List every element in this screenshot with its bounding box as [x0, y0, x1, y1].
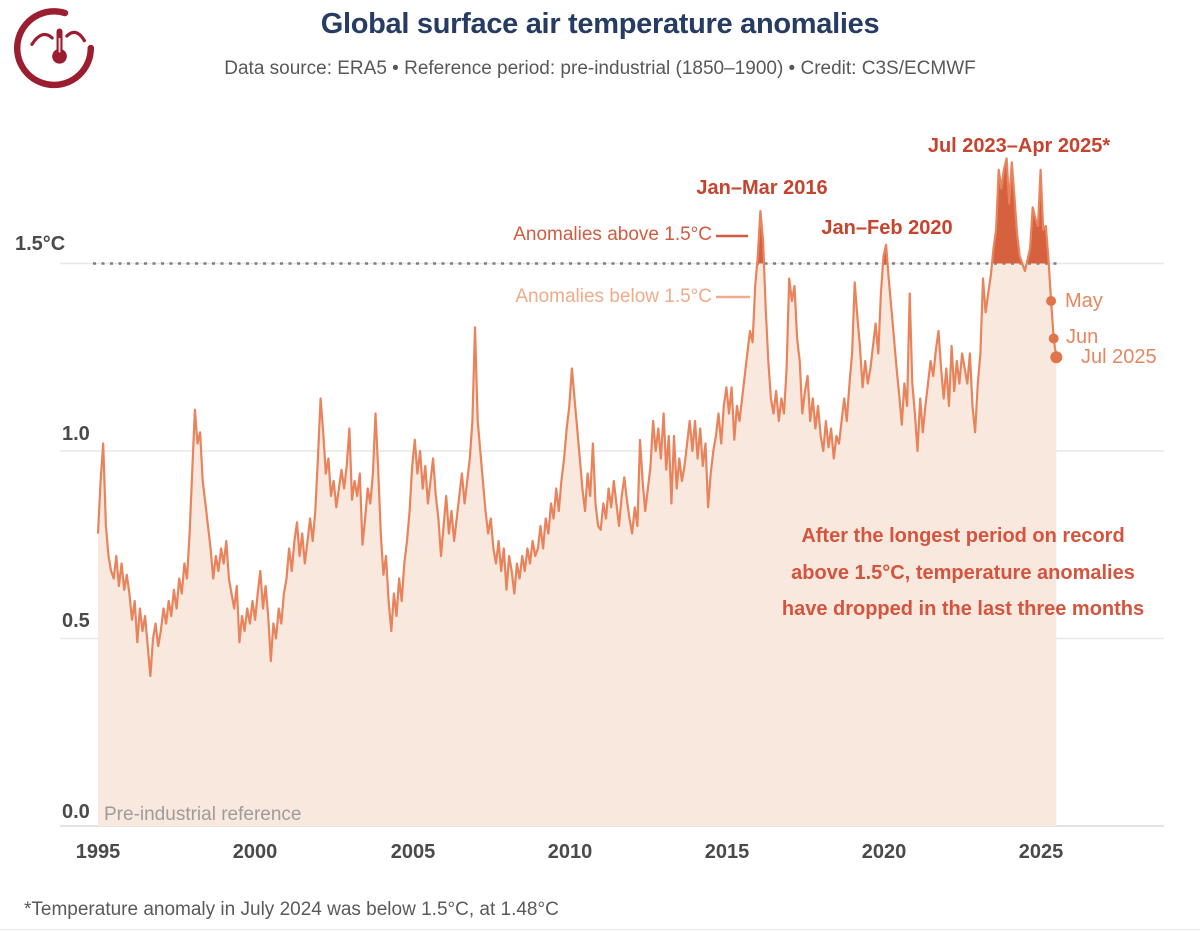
note-line-3: have dropped in the last three months [781, 598, 1145, 620]
x-tick-2000: 2000 [232, 841, 278, 863]
y-axis-label-0-0: 0.0 [62, 801, 90, 823]
copernicus-climate-logo-icon [13, 8, 95, 89]
footnote: *Temperature anomaly in July 2024 was be… [24, 899, 559, 920]
page-title: Global surface air temperature anomalies [320, 8, 880, 40]
legend-anomalies-below: Anomalies below 1.5°C [515, 286, 712, 307]
month-label-jul-2025: Jul 2025 [1081, 346, 1157, 368]
x-tick-2025: 2025 [1018, 841, 1064, 863]
month-label-may: May [1065, 290, 1103, 312]
month-label-jun: Jun [1066, 326, 1099, 348]
data-point-jun-2025 [1048, 333, 1059, 344]
x-tick-2010: 2010 [547, 841, 593, 863]
logo-wave-left [30, 32, 54, 46]
annotation-peak-2020: Jan–Feb 2020 [821, 217, 953, 239]
x-tick-2020: 2020 [861, 841, 907, 863]
page-subtitle: Data source: ERA5 • Reference period: pr… [224, 58, 976, 79]
note-line-1: After the longest period on record [801, 525, 1125, 547]
x-tick-2005: 2005 [390, 841, 436, 863]
y-axis-label-1-0: 1.0 [62, 423, 90, 445]
x-tick-2015: 2015 [704, 841, 750, 863]
annotation-peak-2016: Jan–Mar 2016 [696, 177, 828, 199]
annotation-peak-2023-2025: Jul 2023–Apr 2025* [927, 135, 1111, 157]
logo-wave-right [65, 30, 86, 43]
y-axis-label-0-5: 0.5 [62, 610, 90, 632]
temperature-anomaly-line [96, 157, 1058, 678]
note-annotation: After the longest period on record above… [740, 518, 1186, 628]
x-tick-1995: 1995 [75, 841, 121, 863]
note-line-2: above 1.5°C, temperature anomalies [791, 561, 1135, 584]
data-point-jul-2025 [1050, 351, 1063, 364]
data-point-may-2025 [1046, 296, 1057, 306]
logo-thermometer-bulb [52, 48, 67, 64]
bottom-divider [0, 929, 1200, 930]
y-axis-label-1-5: 1.5°C [15, 233, 66, 255]
pre-industrial-reference-label: Pre-industrial reference [104, 804, 302, 825]
area-fill-below-threshold [98, 158, 1057, 826]
logo-crescent [13, 8, 95, 89]
legend-anomalies-above: Anomalies above 1.5°C [513, 224, 712, 245]
